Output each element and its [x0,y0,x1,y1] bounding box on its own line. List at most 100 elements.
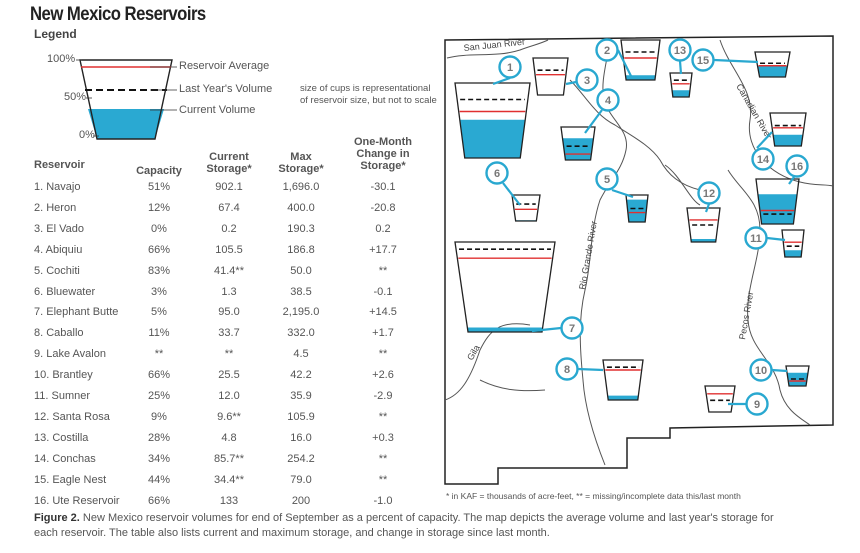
marker-number-16: 16 [791,161,803,173]
marker-circle-7 [560,316,584,340]
marker-circle-12 [697,181,721,205]
legend-label-lastyear: Last Year's Volume [179,83,273,95]
marker-circle-2 [595,38,619,62]
river-label-rio-grande: Rio Grande River [577,220,599,290]
cell-reservoir: 14. Conchas [34,452,96,465]
cell-max-storage: 2,195.0 [282,306,320,319]
cup-outline-15 [754,51,791,78]
cup-outline-2 [620,39,661,81]
cell-max-storage: 16.0 [290,431,312,444]
cell-max-storage: 186.8 [287,243,315,256]
header-reservoir: Reservoir [34,159,85,171]
cell-current-storage: 25.5 [218,369,240,382]
legend-label-average: Reservoir Average [179,60,270,72]
caption-text: New Mexico reservoir volumes for end of … [34,512,774,539]
cup-water-5 [626,199,648,222]
cell-change: -2.9 [373,390,393,402]
cell-capacity: ** [154,348,164,361]
cup-water-14 [773,134,803,146]
cell-current-storage: 0.2 [221,222,237,235]
legend-title: Legend [34,27,77,41]
marker-number-7: 7 [569,323,575,335]
marker-leader-3 [565,80,577,86]
marker-leader-13 [678,60,683,75]
cell-reservoir: 12. Santa Rosa [34,410,110,423]
cell-current-storage: 1.3 [221,285,237,298]
river-san-juan [446,39,549,59]
cell-current-storage: 9.6** [217,410,241,423]
cell-change: +17.7 [369,243,397,256]
marker-leader-16 [788,176,795,185]
cup-water-11 [784,250,802,257]
marker-circle-10 [749,358,773,382]
marker-leader-10 [771,368,788,373]
cell-reservoir: 2. Heron [34,201,77,214]
cell-current-storage: 4.8 [221,431,237,444]
cell-capacity: 28% [147,431,171,444]
marker-circle-6 [485,161,509,185]
marker-number-14: 14 [757,154,770,166]
cell-change: ** [378,348,388,361]
cell-max-storage: 105.9 [287,410,315,423]
cell-change: 0.2 [375,222,391,235]
cell-change: -0.1 [373,285,393,298]
footnote: * in KAF = thousands of acre-feet, ** = … [446,491,741,501]
cell-capacity: 51% [147,181,171,193]
marker-number-5: 5 [604,174,610,186]
cell-change: +14.5 [369,306,397,319]
cell-capacity: 12% [147,201,171,214]
cell-max-storage: 254.2 [287,452,315,465]
cup-water-16 [757,194,798,224]
cell-current-storage: 133 [219,494,239,507]
header-max-storage: Max Storage* [278,151,324,175]
cell-reservoir: 16. Ute Reservoir [34,494,120,507]
cell-capacity: 3% [151,285,167,298]
cup-outline-4 [560,126,596,161]
cell-change: ** [378,264,388,277]
marker-leader-14 [756,131,773,149]
cell-capacity: 66% [147,243,171,256]
marker-leader-8 [577,367,604,372]
cell-reservoir: 15. Eagle Nest [34,473,107,486]
cup-water-15 [757,66,788,77]
cell-change: ** [378,410,388,423]
cell-change: -30.1 [370,181,396,193]
cell-current-storage: 33.7 [218,327,240,340]
cell-capacity: 34% [147,452,171,465]
cell-change: +0.3 [372,431,394,444]
cell-reservoir: 7. Elephant Butte [34,306,119,319]
river-label-canadian: Canadian River [734,82,774,141]
cell-max-storage: 332.0 [287,327,315,340]
cup-outline-7 [454,241,556,333]
river-rio-grande-tributary [569,79,701,191]
marker-leader-1 [492,76,511,86]
cell-capacity: 5% [151,306,167,319]
cup-water-4 [562,138,594,160]
legend-cup-graphic [76,59,177,140]
marker-circle-3 [575,68,599,92]
river-pecos [727,169,811,426]
cup-outline-10 [785,365,810,387]
marker-circle-8 [555,357,579,381]
marker-number-1: 1 [507,62,513,74]
cup-outline-16 [755,178,800,225]
cell-max-storage: 200 [291,494,311,507]
legend-label-current: Current Volume [179,104,256,116]
cell-change: ** [378,452,388,465]
marker-circle-9 [745,392,769,416]
river-pecos-tributary [664,164,701,206]
marker-number-2: 2 [604,45,610,57]
marker-circle-15 [691,48,715,72]
cell-reservoir: 5. Cochiti [34,264,80,277]
marker-leader-7 [531,326,562,333]
cell-reservoir: 1. Navajo [34,181,81,193]
cell-current-storage: 85.7** [214,452,244,465]
cell-current-storage: 95.0 [218,306,240,319]
cell-capacity: 66% [147,369,171,382]
marker-circle-1 [498,55,522,79]
marker-circle-4 [596,88,620,112]
cell-max-storage: 38.5 [290,285,312,298]
cell-capacity: 11% [148,327,170,340]
cell-change: ** [378,473,388,486]
